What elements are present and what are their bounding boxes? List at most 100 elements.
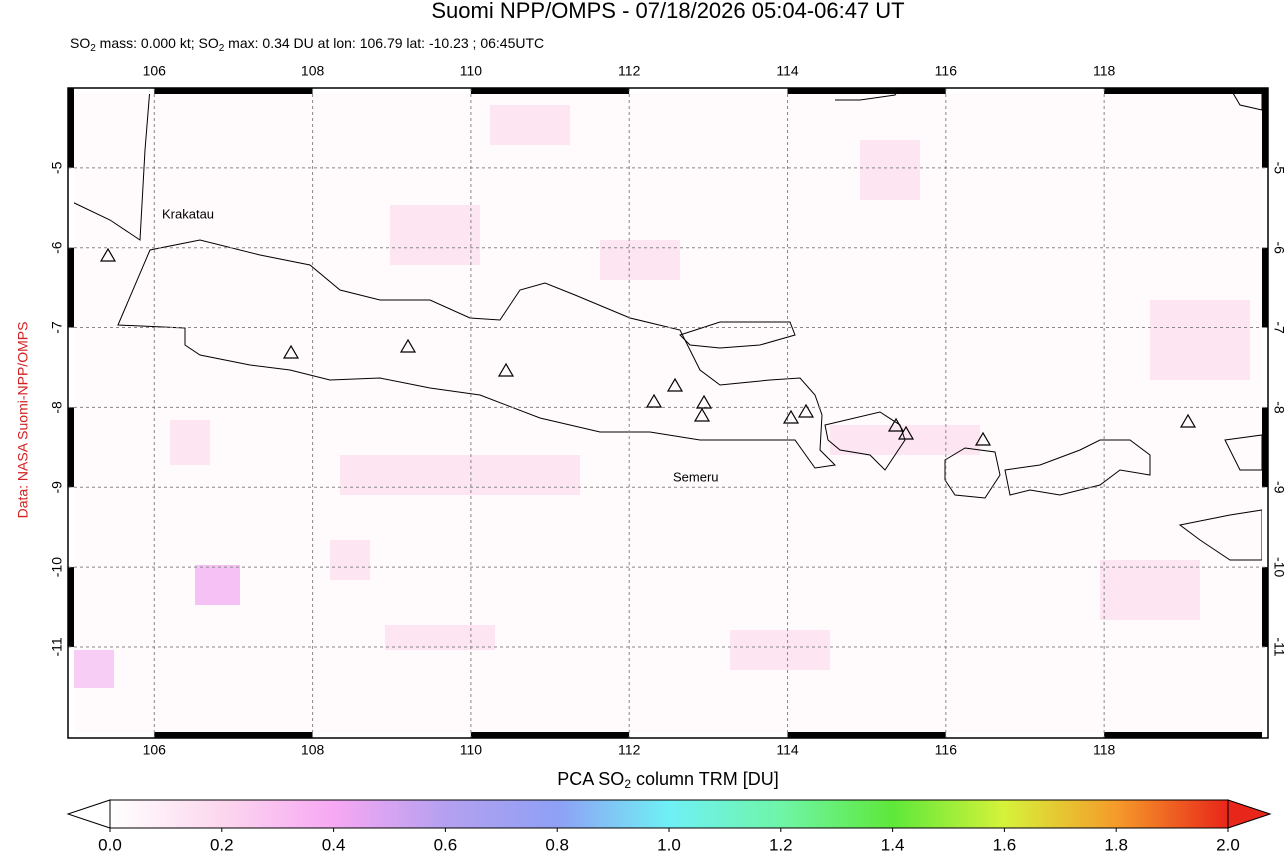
colorbar-tick-label: 1.6 <box>993 835 1017 854</box>
patch <box>195 565 240 605</box>
frame-bar <box>68 732 155 738</box>
volcano-label: Krakatau <box>162 206 214 221</box>
frame-bar <box>312 732 471 738</box>
subtitle-part: SO <box>70 35 90 51</box>
credit: Data: NASA Suomi-NPP/OMPS <box>15 322 31 519</box>
volcano <box>887 417 905 432</box>
volcano <box>695 394 713 409</box>
frame-bar <box>1262 487 1268 568</box>
patch <box>170 420 210 465</box>
volcano <box>645 393 663 408</box>
lon-tick-label: 116 <box>935 742 958 758</box>
lon-tick-label: 118 <box>1093 742 1116 758</box>
frame-bar <box>68 487 74 568</box>
colorbar-tick-label: 2.0 <box>1216 835 1240 854</box>
frame-bar <box>68 167 74 248</box>
lat-tick-label: -10 <box>49 557 65 577</box>
lat-tick-label: -7 <box>49 321 65 334</box>
frame-bar <box>1262 646 1268 738</box>
subtitle-part: max: 0.34 DU at lon: 106.79 lat: -10.23 … <box>224 35 544 51</box>
so2-patches <box>72 105 1250 688</box>
lat-tick-label: -6 <box>49 241 65 254</box>
map: Krakatau Semeru <box>67 87 1269 739</box>
lat-tick-label: -5 <box>1271 162 1287 175</box>
lat-tick-label: -8 <box>49 401 65 414</box>
colorbar-tick-label: 1.8 <box>1104 835 1128 854</box>
frame-bar <box>1262 247 1268 328</box>
volcano-label: Semeru <box>673 469 719 484</box>
lat-tick-label: -11 <box>49 637 65 656</box>
lon-tick-label: 110 <box>460 742 483 758</box>
colorbar-tick-label: 0.0 <box>98 835 122 854</box>
lon-tick-label: 112 <box>618 742 641 758</box>
coastline <box>1004 439 1151 496</box>
frame-bar <box>68 327 74 408</box>
graticule <box>68 88 1268 738</box>
lon-tick-label: 114 <box>776 63 799 79</box>
lat-tick-label: -5 <box>49 161 65 174</box>
frame-bar <box>68 88 74 168</box>
title-part: PCA SO <box>557 769 624 789</box>
lat-tick-label: -10 <box>1271 557 1287 577</box>
lon-tick-label: 108 <box>301 63 325 79</box>
title-part: column TRM [DU] <box>631 769 779 789</box>
volcano <box>666 377 684 392</box>
frame-bar <box>68 247 74 328</box>
subtitle: SO2 mass: 0.000 kt; SO2 max: 0.34 DU at … <box>70 35 544 54</box>
title: Suomi NPP/OMPS - 07/18/2026 05:04-06:47 … <box>431 0 904 23</box>
volcano <box>974 431 992 446</box>
frame-bar <box>1104 732 1268 738</box>
map-background <box>68 88 1268 738</box>
volcano <box>693 407 711 422</box>
colorbar-tick-label: 1.0 <box>657 835 681 854</box>
frame-bar <box>1262 567 1268 647</box>
volcano <box>1179 413 1197 428</box>
volcano <box>497 362 515 377</box>
subtitle-part: mass: 0.000 kt; SO <box>96 35 219 51</box>
patch <box>600 240 680 280</box>
frame-bar <box>470 732 630 738</box>
lon-tick-label: 108 <box>301 742 325 758</box>
lon-tick-label: 106 <box>143 63 167 79</box>
volcano <box>99 247 117 262</box>
colorbar-tick-label: 1.2 <box>769 835 793 854</box>
patch <box>860 140 920 200</box>
frame-bar <box>154 88 313 94</box>
frame-bar <box>1104 88 1268 94</box>
colorbar-tick-label: 0.2 <box>210 835 234 854</box>
lat-tick-label: -9 <box>1271 481 1287 494</box>
lon-tick-label: 112 <box>618 63 641 79</box>
lat-tick-label: -8 <box>1271 401 1287 414</box>
lat-tick-label: -11 <box>1271 637 1287 656</box>
colorbar-tick-label: 0.6 <box>434 835 458 854</box>
frame-bar <box>68 88 155 94</box>
lon-tick-label: 114 <box>776 742 799 758</box>
frame-bar <box>945 88 1105 94</box>
patch <box>1150 300 1250 380</box>
patch <box>730 630 830 670</box>
colorbar-tick-label: 1.4 <box>881 835 905 854</box>
colorbar-tick-label: 0.4 <box>322 835 346 854</box>
volcano <box>282 344 300 359</box>
colorbar-title: PCA SO2 column TRM [DU] <box>557 769 778 791</box>
frame-bar <box>1262 167 1268 248</box>
subscript: 2 <box>624 777 631 791</box>
coastlines <box>67 87 1263 561</box>
lon-tick-label: 116 <box>935 63 958 79</box>
frame-bar <box>470 88 630 94</box>
lat-tick-label: -6 <box>1271 241 1287 254</box>
subscript: 2 <box>219 43 225 54</box>
coastline <box>117 239 837 469</box>
patch <box>72 650 114 688</box>
frame-bar <box>629 88 788 94</box>
patch <box>330 540 370 580</box>
colorbar-ramp <box>109 799 1229 829</box>
volcano <box>399 338 417 353</box>
subscript: 2 <box>90 43 96 54</box>
lon-tick-label: 110 <box>460 63 483 79</box>
patch <box>385 625 495 650</box>
colorbar-tick-label: 0.8 <box>545 835 569 854</box>
frame-bar <box>787 88 946 94</box>
frame-bar <box>312 88 471 94</box>
